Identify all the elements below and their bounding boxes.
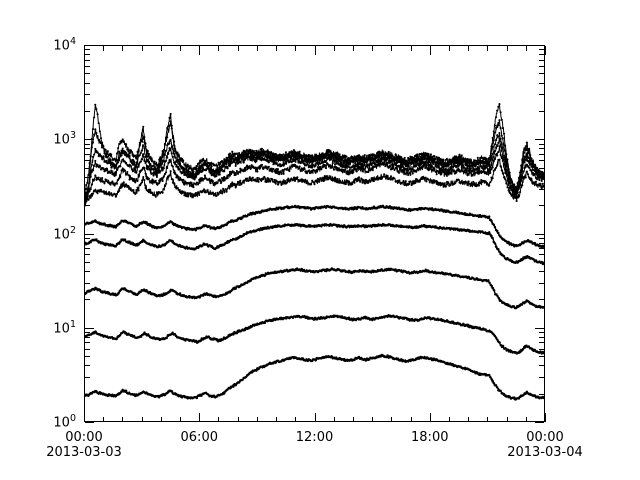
y-axis-tick-label: 104 <box>53 36 76 54</box>
series-markers <box>85 137 544 198</box>
x-axis-tick-label: 18:00 <box>378 430 482 445</box>
x-tick-date: 2013-03-04 <box>507 445 583 460</box>
x-axis-tick-label: 00:00 2013-03-04 <box>493 430 597 460</box>
x-tick-time: 06:00 <box>180 430 218 445</box>
data-series-8 <box>85 222 544 266</box>
x-tick-date: 2013-03-03 <box>46 445 122 460</box>
axis-tick <box>85 422 94 424</box>
data-series-7 <box>85 204 544 249</box>
data-series-11 <box>85 353 544 401</box>
data-series-9 <box>85 267 544 310</box>
series-markers <box>85 204 544 249</box>
series-group <box>85 103 544 401</box>
series-markers <box>85 145 544 205</box>
x-tick-time: 00:00 <box>65 430 103 445</box>
series-markers <box>85 119 544 195</box>
x-axis-tick-label: 12:00 <box>263 430 367 445</box>
data-series-5 <box>85 145 544 205</box>
y-axis-tick-label: 103 <box>53 130 76 148</box>
series-markers <box>85 267 544 310</box>
plot-axes-frame <box>84 45 545 422</box>
axis-tick <box>535 422 544 424</box>
x-tick-time: 18:00 <box>411 430 449 445</box>
x-tick-time: 00:00 <box>526 430 564 445</box>
series-markers <box>85 353 544 401</box>
series-markers <box>85 158 544 206</box>
x-axis-tick-label: 06:00 <box>147 430 251 445</box>
data-series-2 <box>85 119 544 195</box>
axis-tick <box>545 46 547 55</box>
x-axis-tick-label: 00:00 2013-03-03 <box>32 430 136 460</box>
data-series-6 <box>85 158 544 206</box>
data-series-10 <box>85 313 544 355</box>
axis-tick <box>545 413 547 422</box>
x-tick-time: 12:00 <box>295 430 334 445</box>
data-series-4 <box>85 137 544 198</box>
y-axis-tick-label: 102 <box>53 224 76 242</box>
series-markers <box>85 222 544 266</box>
y-axis-tick-label: 101 <box>53 318 76 337</box>
series-line <box>85 354 544 401</box>
series-line <box>85 267 544 310</box>
series-line <box>85 223 544 265</box>
series-markers <box>85 313 544 355</box>
y-axis-tick-label: 100 <box>53 413 76 431</box>
series-line <box>85 314 544 355</box>
